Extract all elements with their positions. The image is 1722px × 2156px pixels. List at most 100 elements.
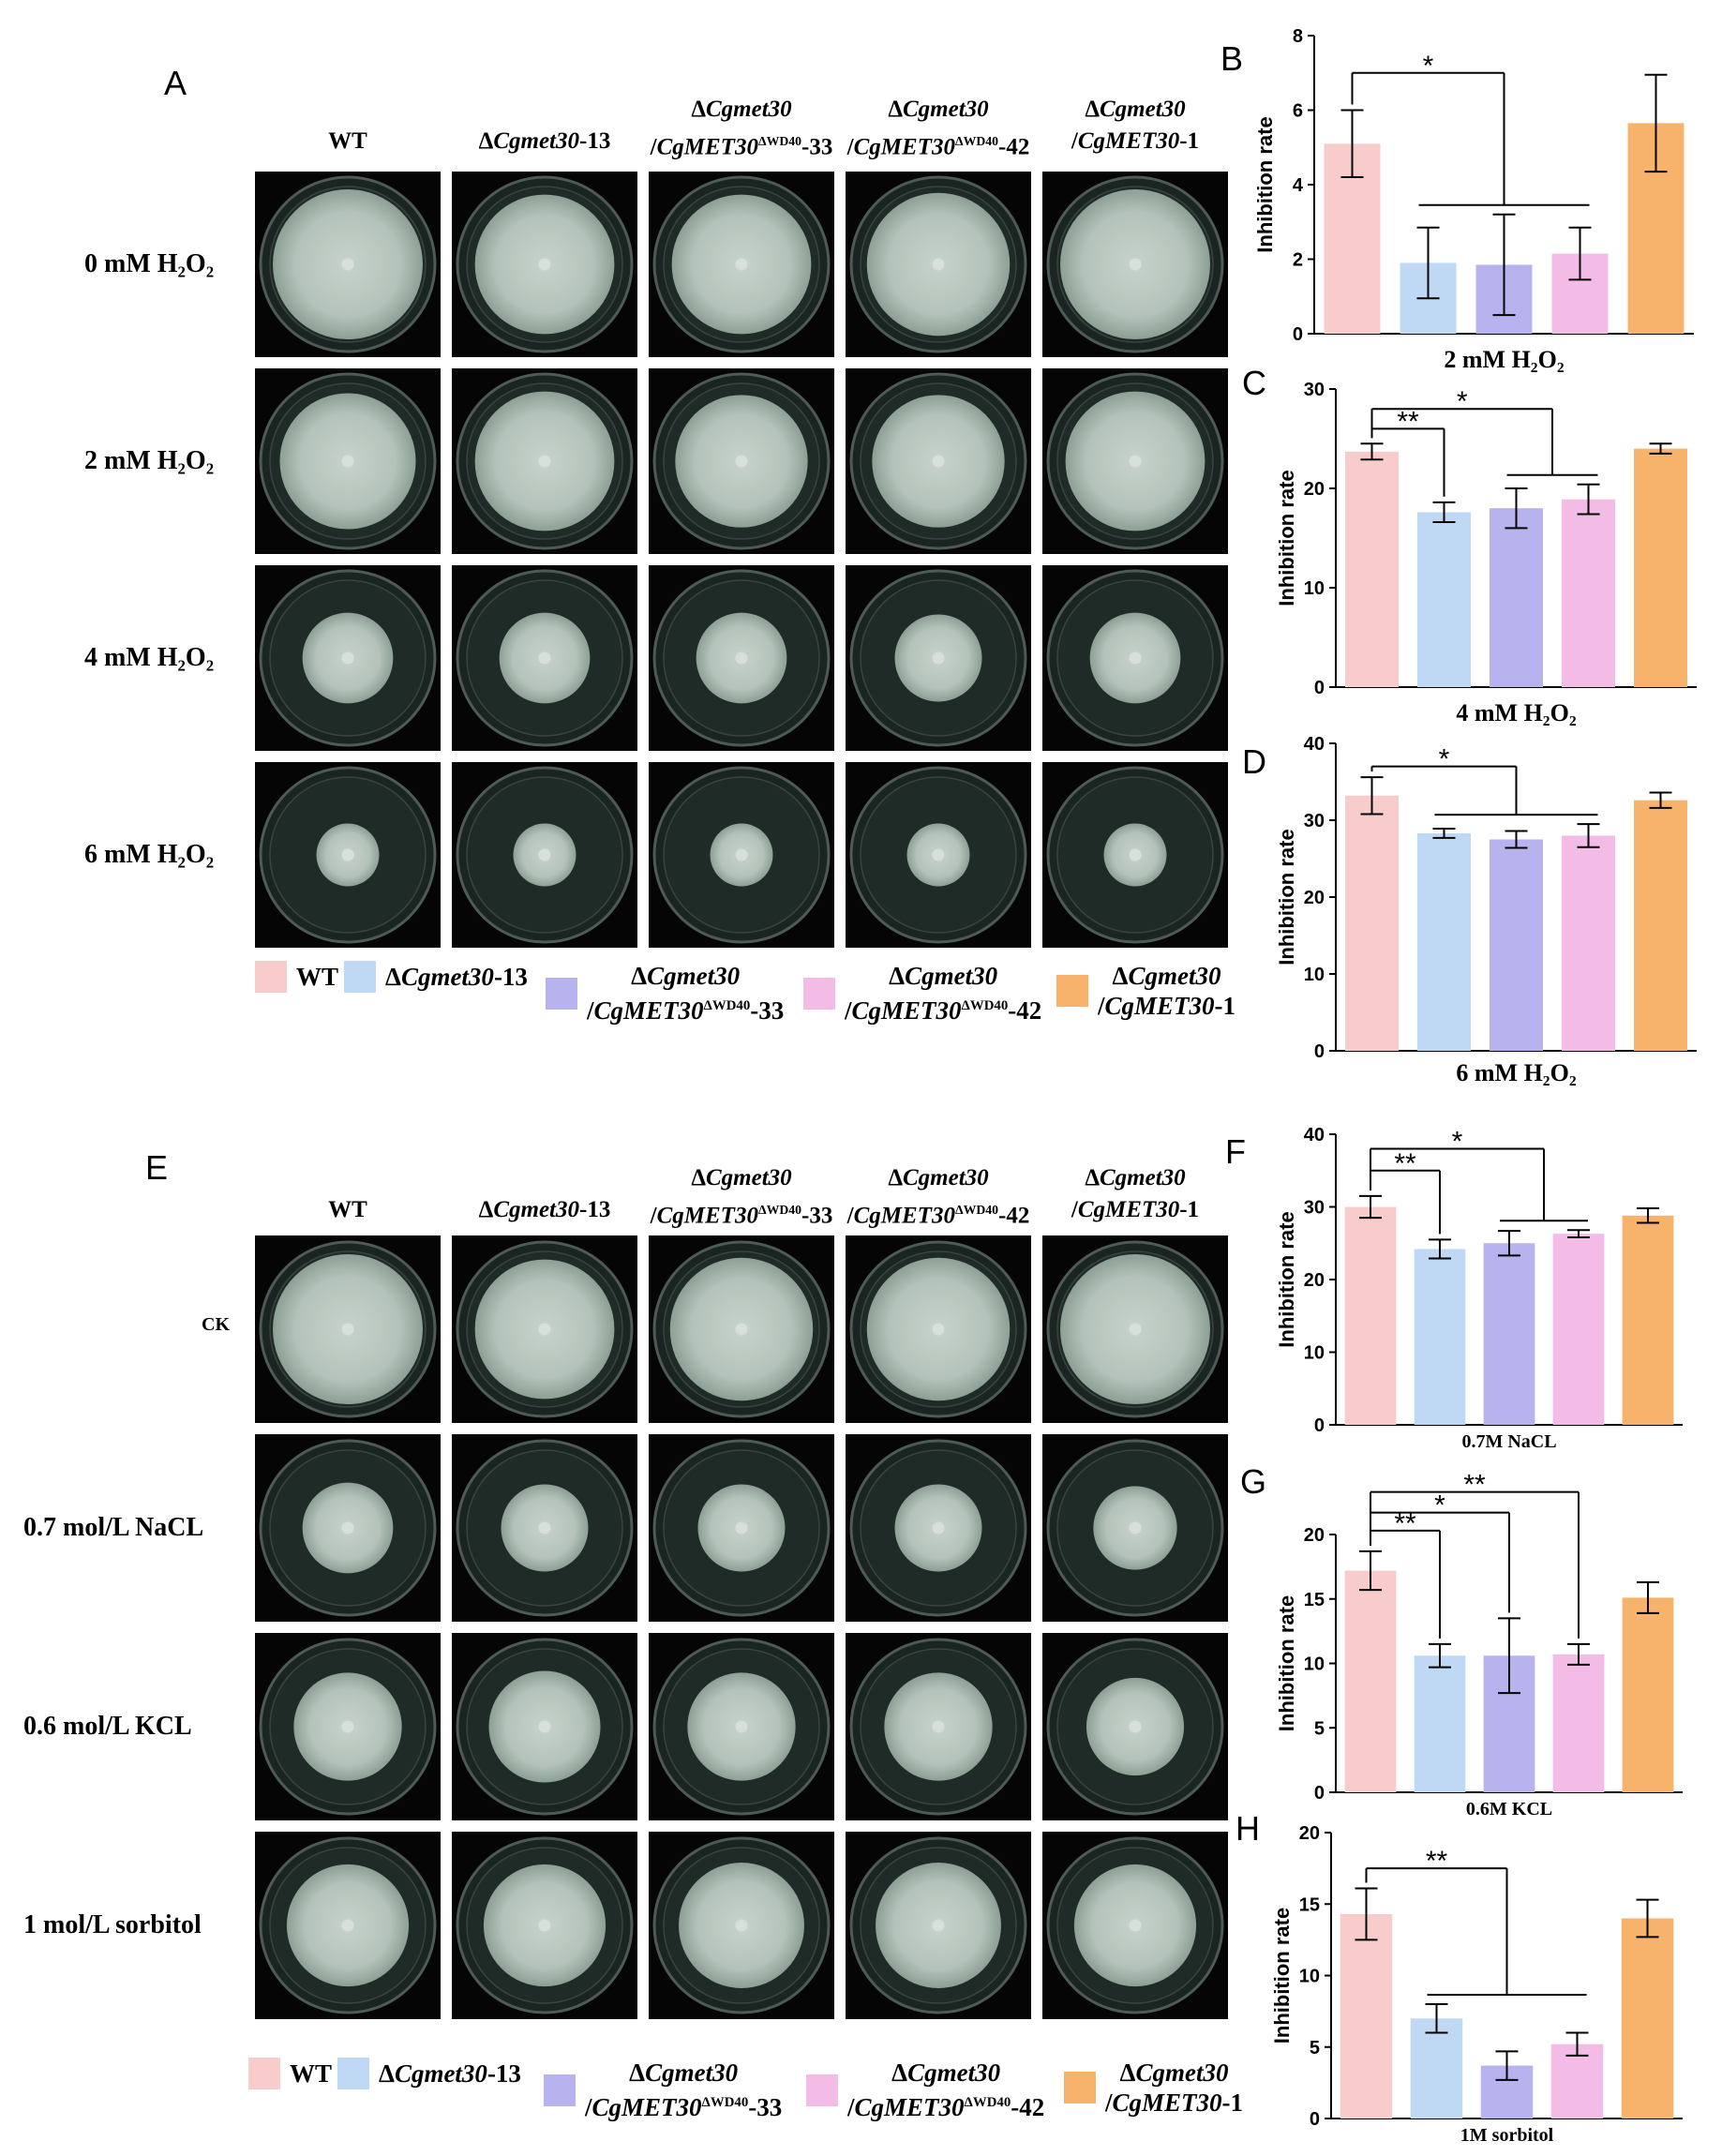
plate-image bbox=[1042, 1633, 1228, 1820]
error-bar bbox=[1636, 1898, 1659, 1939]
y-tick-label: 0 bbox=[1314, 1783, 1325, 1804]
plate-image bbox=[255, 1235, 441, 1423]
significance-bracket bbox=[1365, 1867, 1587, 1996]
y-axis-label: Inhibition rate bbox=[1253, 116, 1277, 252]
panel-label-b: B bbox=[1220, 39, 1244, 78]
legend-item: ΔCgmet30-13 bbox=[337, 2058, 521, 2089]
error-bar bbox=[1568, 226, 1592, 281]
significance-label: ** bbox=[1394, 1508, 1416, 1539]
y-axis-label: Inhibition rate bbox=[1270, 1908, 1294, 2044]
significance-bracket bbox=[1370, 765, 1598, 816]
legend-label: WT bbox=[296, 963, 339, 991]
legend-item: WT bbox=[255, 961, 338, 993]
significance-bracket bbox=[1370, 1490, 1580, 1639]
x-axis-label: 6 mM H₂O₂ bbox=[1456, 1059, 1576, 1086]
legend-swatch bbox=[546, 977, 577, 1010]
error-bar bbox=[1495, 2050, 1519, 2081]
bar bbox=[1344, 1206, 1397, 1425]
error-bar bbox=[1429, 1642, 1451, 1669]
y-tick-label: 20 bbox=[1299, 1823, 1320, 1844]
bar bbox=[1490, 839, 1543, 1051]
significance-label: ** bbox=[1394, 1148, 1416, 1179]
plate-image bbox=[649, 762, 834, 948]
plate-image bbox=[649, 1832, 834, 2019]
chart-c: 0 10 20 30 Inhibition rate 4 mM H₂O₂ ** * bbox=[1247, 370, 1706, 726]
y-tick-label: 6 bbox=[1293, 101, 1303, 122]
panel-label-h: H bbox=[1235, 1809, 1260, 1848]
legend-item: ΔCgmet30/CgMET30ΔWD40-33 bbox=[544, 2058, 782, 2122]
bar bbox=[1483, 1243, 1535, 1425]
legend-label: ΔCgmet30/CgMET30ΔWD40-42 bbox=[847, 2059, 1045, 2121]
y-tick-label: 0 bbox=[1310, 2109, 1320, 2130]
bar bbox=[1344, 1570, 1397, 1792]
row-label: 4 mM H₂O₂ bbox=[84, 643, 215, 672]
bar bbox=[1345, 795, 1399, 1051]
column-header: ΔCgmet30/CgMET30ΔWD40-33 bbox=[650, 1165, 833, 1229]
error-bar bbox=[1359, 1194, 1382, 1220]
y-tick-label: 8 bbox=[1293, 26, 1303, 47]
bar bbox=[1345, 451, 1399, 687]
legend-label: ΔCgmet30/CgMET30ΔWD40-33 bbox=[585, 2059, 783, 2121]
y-tick-label: 20 bbox=[1304, 479, 1325, 500]
y-tick-label: 10 bbox=[1304, 1343, 1325, 1364]
error-bar bbox=[1644, 73, 1668, 173]
legend-item: ΔCgmet30/CgMET30ΔWD40-42 bbox=[803, 961, 1041, 1026]
x-axis-label: 4 mM H₂O₂ bbox=[1456, 699, 1576, 726]
legend-item: ΔCgmet30/CgMET30-1 bbox=[1064, 2058, 1243, 2118]
error-bar bbox=[1360, 442, 1384, 461]
error-bar bbox=[1577, 823, 1600, 848]
column-header: ΔCgmet30/CgMET30-1 bbox=[1071, 97, 1200, 154]
y-tick-label: 2 bbox=[1293, 250, 1303, 271]
plate-image bbox=[1042, 1832, 1228, 2019]
significance-label: ** bbox=[1397, 406, 1419, 437]
plate-image bbox=[846, 565, 1031, 751]
plate-image bbox=[255, 1633, 441, 1820]
panel-label-g: G bbox=[1240, 1462, 1267, 1501]
legend-swatch bbox=[803, 977, 835, 1010]
plate-image bbox=[649, 1633, 834, 1820]
bar bbox=[1417, 832, 1471, 1051]
y-tick-label: 20 bbox=[1304, 888, 1325, 908]
plate-image bbox=[452, 1434, 637, 1622]
plate-image bbox=[649, 1434, 834, 1622]
significance-label: * bbox=[1423, 51, 1434, 82]
chart-f: 0 10 20 30 40 Inhibition rate 0.7M NaCL ** * bbox=[1228, 1115, 1706, 1462]
bar bbox=[1621, 1918, 1674, 2119]
plate-image bbox=[255, 565, 441, 751]
y-tick-label: 15 bbox=[1304, 1590, 1325, 1610]
error-bar bbox=[1355, 1887, 1378, 1941]
plate-image bbox=[846, 1235, 1031, 1423]
plate-image bbox=[452, 172, 637, 357]
error-bar bbox=[1416, 226, 1440, 300]
y-axis-label: Inhibition rate bbox=[1275, 1211, 1298, 1347]
plate-image bbox=[846, 1832, 1031, 2019]
legend-item: WT bbox=[248, 2058, 332, 2089]
legend-swatch bbox=[255, 961, 287, 993]
plate-image bbox=[452, 1633, 637, 1820]
legend-swatch bbox=[1064, 2072, 1096, 2104]
plate-image bbox=[452, 1832, 637, 2019]
panel-label-e: E bbox=[145, 1148, 169, 1187]
column-header: ΔCgmet30-13 bbox=[478, 128, 611, 154]
error-bar bbox=[1432, 828, 1456, 839]
legend-label: ΔCgmet30/CgMET30ΔWD40-33 bbox=[587, 962, 785, 1025]
y-tick-label: 30 bbox=[1304, 811, 1325, 831]
y-tick-label: 15 bbox=[1299, 1894, 1320, 1915]
panel-label-d: D bbox=[1242, 742, 1266, 781]
bar bbox=[1562, 835, 1615, 1051]
panel-label-a: A bbox=[164, 64, 187, 102]
plate-image bbox=[255, 1434, 441, 1622]
plate-image bbox=[1042, 1434, 1228, 1622]
plate-image bbox=[649, 172, 834, 357]
legend-item: ΔCgmet30-13 bbox=[344, 961, 528, 993]
bar bbox=[1634, 800, 1687, 1051]
legend-swatch bbox=[1056, 975, 1088, 1007]
plate-image bbox=[452, 565, 637, 751]
x-axis-label: 1M sorbitol bbox=[1460, 2125, 1554, 2146]
x-axis-label: 2 mM H₂O₂ bbox=[1444, 346, 1564, 373]
legend-a: WT ΔCgmet30-13 ΔCgmet30/CgMET30ΔWD40-33 ΔCg… bbox=[255, 961, 1249, 1026]
column-header: WT bbox=[328, 128, 367, 154]
significance-bracket bbox=[1370, 408, 1598, 476]
legend-swatch bbox=[337, 2058, 369, 2089]
bar bbox=[1552, 1654, 1605, 1792]
